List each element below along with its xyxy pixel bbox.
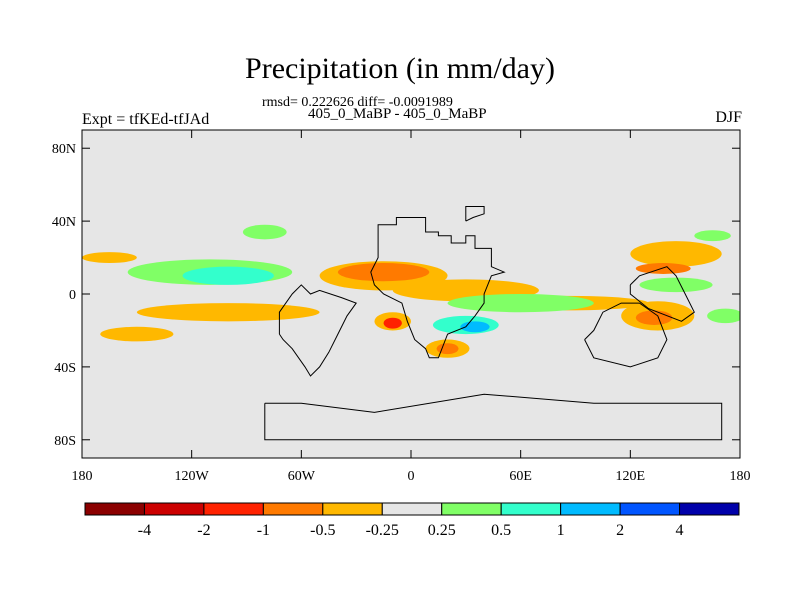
anomaly-region-10 [639, 277, 713, 293]
anomaly-region-23 [707, 308, 740, 324]
anomaly-layer [82, 224, 740, 358]
anomaly-region-21 [694, 230, 731, 242]
colorbar-label-5: 0.25 [428, 522, 456, 539]
anomaly-region-7 [447, 294, 594, 313]
colorbar-label-6: 0.5 [491, 522, 511, 539]
x-tick-label-5: 120E [616, 469, 646, 484]
colorbar-swatch-1 [143, 502, 205, 516]
colorbar-label-8: 2 [616, 522, 624, 539]
colorbar-swatch-2 [203, 502, 264, 516]
colorbar-swatch-3 [262, 502, 324, 516]
colorbar-swatch-4 [322, 502, 383, 516]
y-tick-label-2: 0 [69, 288, 76, 303]
y-tick-label-3: 40S [54, 361, 76, 376]
colorbar-swatch-10 [679, 502, 740, 516]
colorbar-swatch-0 [84, 502, 145, 516]
colorbar-swatch-9 [619, 502, 681, 516]
colorbar-swatch-7 [500, 502, 562, 516]
colorbar-label-7: 1 [557, 522, 565, 539]
coastline-2 [264, 393, 723, 441]
y-tick-label-0: 80N [52, 142, 76, 157]
coastline-5 [465, 206, 485, 222]
anomaly-region-6 [182, 266, 274, 285]
x-tick-label-2: 60W [288, 469, 316, 484]
colorbar-swatch-8 [560, 502, 621, 516]
colorbar-swatch-6 [441, 502, 502, 516]
colorbar-swatch-5 [381, 502, 443, 516]
anomaly-region-1 [337, 263, 430, 282]
x-tick-label-6: 180 [730, 469, 751, 484]
anomaly-region-16 [436, 343, 459, 355]
anomaly-region-14 [383, 317, 402, 329]
anomaly-region-8 [630, 241, 722, 267]
chart-subtitle: 405_0_MaBP - 405_0_MaBP [308, 106, 487, 122]
x-tick-label-3: 0 [408, 469, 415, 484]
colorbar-label-0: -4 [138, 522, 151, 539]
coastline-4 [629, 266, 695, 322]
anomaly-region-9 [635, 263, 691, 274]
coastline-0 [370, 217, 506, 359]
anomaly-region-4 [136, 303, 320, 322]
anomaly-region-20 [242, 224, 287, 240]
colorbar-label-4: -0.25 [366, 522, 399, 539]
y-tick-label-4: 80S [54, 434, 76, 449]
colorbar-label-9: 4 [676, 522, 684, 539]
anomaly-region-22 [82, 252, 137, 264]
chart-title: Precipitation (in mm/day) [245, 52, 555, 85]
coastline-layer [264, 206, 723, 441]
colorbar: -4 -2 -1 -0.5 -0.25 0.25 0.5 1 2 4 [84, 502, 740, 539]
stats-text: rmsd= 0.222626 diff= -0.0091989 [262, 95, 453, 110]
anomaly-region-19 [100, 326, 174, 342]
coastline-1 [278, 284, 357, 377]
colorbar-label-3: -0.5 [310, 522, 335, 539]
x-tick-label-0: 180 [72, 469, 93, 484]
anomaly-region-12 [635, 310, 673, 325]
axes-ticks: 180 120W 60W 0 60E 120E 180 80N 40N 0 40S 80S [52, 130, 751, 484]
y-tick-label-1: 40N [52, 215, 76, 230]
x-tick-label-4: 60E [509, 469, 532, 484]
colorbar-label-1: -2 [197, 522, 210, 539]
colorbar-label-2: -1 [257, 522, 270, 539]
coastline-3 [584, 302, 668, 368]
x-tick-label-1: 120W [175, 469, 210, 484]
season-label: DJF [715, 109, 742, 126]
experiment-label: Expt = tfKEd-tfJAd [82, 111, 210, 128]
